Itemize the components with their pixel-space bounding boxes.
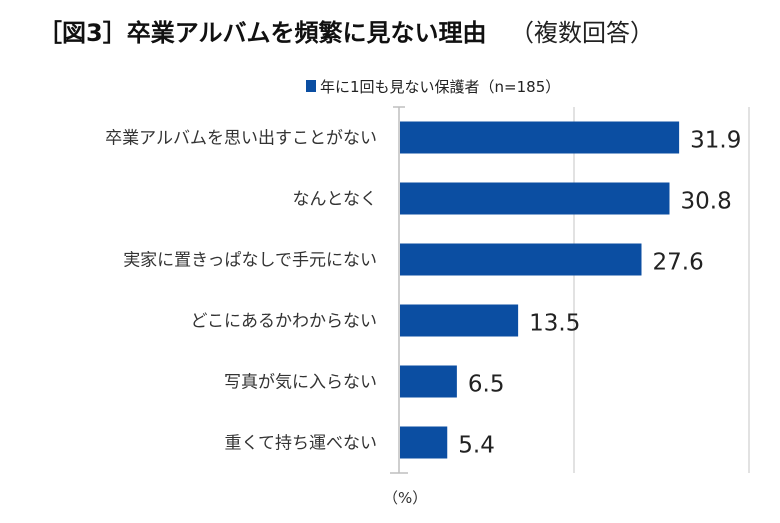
category-label: 重くて持ち運べない [225,434,378,454]
data-label: 30.8 [681,189,732,215]
data-label: 5.4 [458,433,495,459]
bar [400,365,457,398]
category-label: なんとなく [293,190,378,210]
legend-swatch [306,80,316,92]
bar [400,304,519,337]
bars: 卒業アルバムを思い出すことがない 31.9 なんとなく 30.8 実家に置きっぱなしで手… [105,121,741,459]
category-label: 写真が気に入らない [224,373,377,393]
bar [400,426,448,459]
gridlines [390,106,750,474]
chart-subtitle: （複数回答） [510,19,654,47]
category-label: どこにあるかわからない [191,312,378,332]
bar [400,182,670,215]
bar [400,243,642,276]
legend-label: 年に1回も見ない保護者（n=185） [320,78,560,96]
x-axis-unit-label: （%） [383,489,427,507]
bar [400,121,680,154]
category-label: 卒業アルバムを思い出すことがない [105,129,377,149]
category-label: 実家に置きっぱなしで手元にない [123,251,377,271]
data-label: 27.6 [653,250,704,276]
chart-title: ［図3］卒業アルバムを頻繁に見ない理由 [38,19,486,47]
data-label: 31.9 [690,128,741,154]
legend: 年に1回も見ない保護者（n=185） [306,78,560,96]
data-label: 13.5 [529,311,580,337]
data-label: 6.5 [468,372,505,398]
